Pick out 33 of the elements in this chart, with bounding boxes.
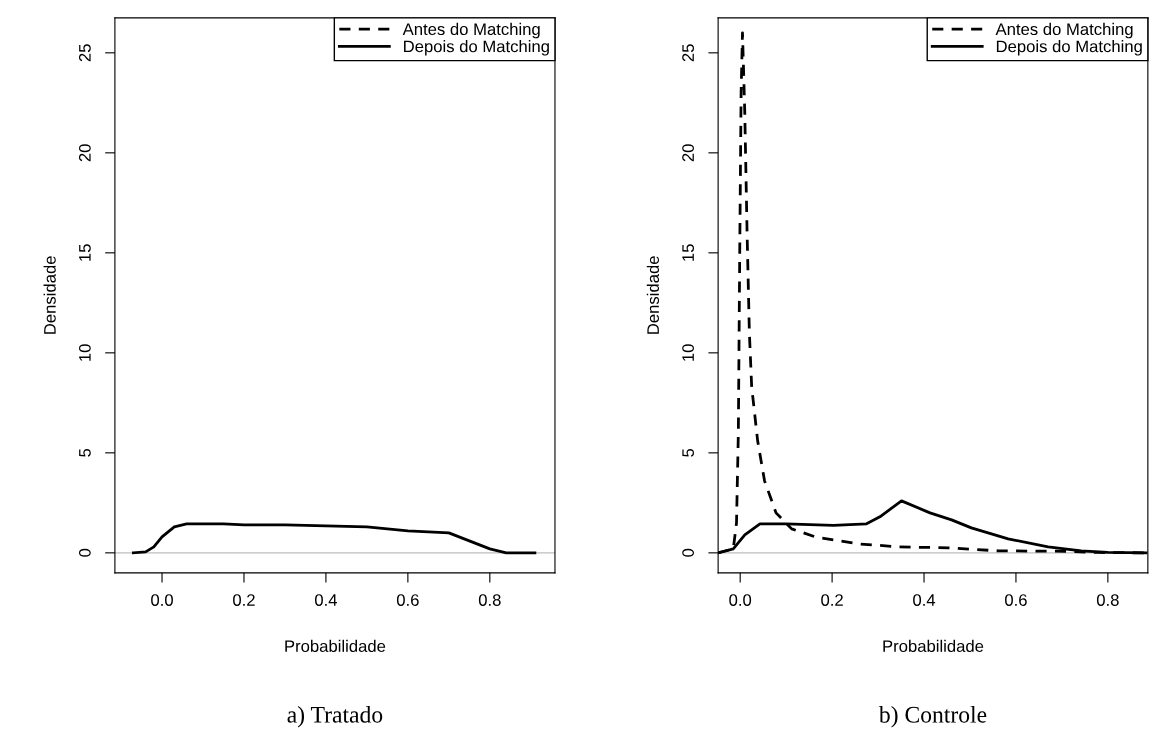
legend-label: Antes do Matching [402, 22, 540, 39]
y-tick-label: 10 [682, 344, 694, 361]
y-tick-label: 5 [79, 448, 91, 457]
x-axis-title: Probabilidade [285, 639, 386, 653]
y-tick-label: 0 [78, 548, 91, 557]
text: a) Tratado [287, 706, 383, 728]
x-tick-label: 0.0 [729, 594, 752, 606]
x-tick-label: 0.0 [151, 594, 173, 606]
legend-label: Depois do Matching [404, 40, 549, 56]
y-tick-label: 25 [78, 44, 91, 62]
y-axis-title: Densidade [43, 256, 56, 334]
x-tick-label: 0.8 [1096, 594, 1119, 606]
x-axis-title: Probabilidade [883, 639, 984, 653]
x-tick-label: 0.8 [478, 594, 501, 606]
legend-label: Antes do Matching [995, 22, 1133, 39]
line-series [131, 522, 537, 555]
y-tick-label: 25 [682, 44, 694, 62]
y-tick-label: 5 [682, 448, 694, 457]
y-tick-label: 10 [78, 344, 91, 361]
legend-label: Depois do Matching [996, 40, 1142, 56]
x-tick-label: 0.6 [396, 594, 419, 606]
y-tick-label: 0 [682, 548, 694, 557]
x-tick-label: 0.4 [913, 594, 936, 606]
x-tick-label: 0.6 [1005, 594, 1027, 606]
text: b) Controle [878, 706, 987, 728]
x-tick-label: 0.2 [233, 594, 255, 606]
y-tick-label: 15 [79, 244, 91, 261]
y-tick-label: 15 [682, 244, 694, 261]
x-tick-label: 0.2 [821, 594, 843, 606]
y-tick-label: 20 [78, 144, 91, 162]
y-tick-label: 20 [682, 144, 694, 162]
y-axis-title: Densidade [646, 256, 660, 334]
x-tick-label: 0.4 [314, 594, 338, 606]
